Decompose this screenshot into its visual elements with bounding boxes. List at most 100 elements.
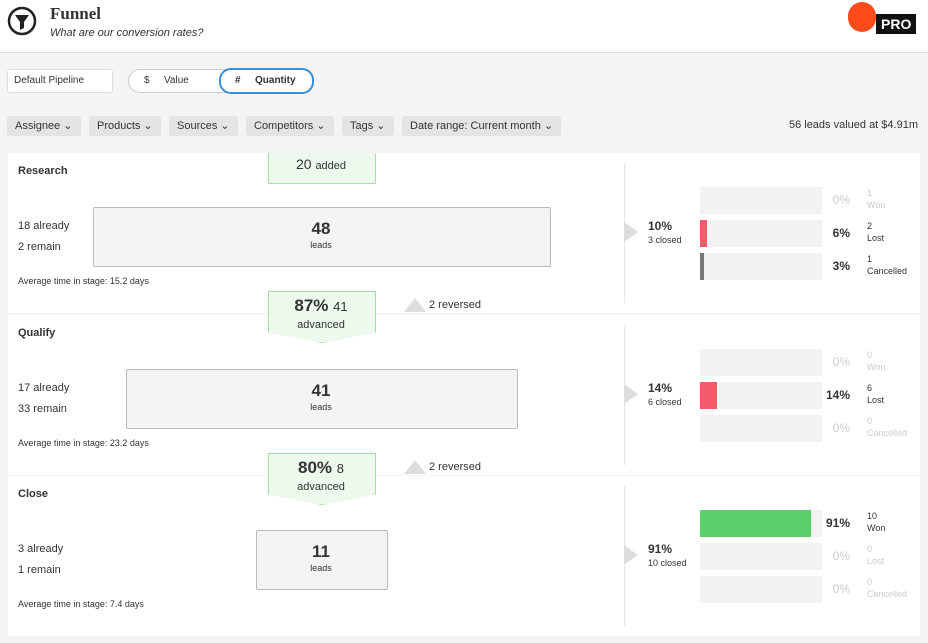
closed-pct: 14%	[648, 381, 673, 395]
logo	[848, 2, 876, 32]
outcome-track	[700, 543, 822, 570]
outcome-bar	[700, 253, 704, 280]
stage-name: Qualify	[18, 327, 56, 339]
toggle-label: Value	[164, 75, 189, 86]
outcome-track	[700, 415, 822, 442]
filter-button[interactable]: Sources ⌄	[169, 116, 238, 136]
filter-button[interactable]: Date range: Current month ⌄	[402, 116, 562, 136]
subtitle: What are our conversion rates?	[50, 27, 204, 39]
closed-arrow	[624, 384, 638, 404]
outcome-pct: 6%	[832, 226, 850, 240]
closed-arrow	[624, 545, 638, 565]
advance-pct: 80% 8	[298, 458, 344, 477]
pipeline-select[interactable]: Default Pipeline	[7, 69, 113, 93]
summary: 56 leads valued at $4.91m	[788, 119, 918, 131]
leads-count: 48	[311, 219, 331, 238]
outcome-count: 2	[867, 221, 873, 231]
outcome-pct: 0%	[832, 582, 850, 596]
outcome-pct: 91%	[825, 516, 850, 530]
leads-box	[126, 369, 518, 429]
already: 3 already	[18, 543, 64, 555]
closed-count: 3 closed	[648, 235, 682, 245]
stage-name: Close	[18, 488, 48, 500]
pro-badge: PRO	[876, 14, 917, 34]
reversed: 2 reversed	[429, 461, 481, 473]
outcome-bar	[700, 510, 812, 537]
closed-pct: 91%	[648, 542, 673, 556]
outcome-count: 1	[867, 254, 873, 264]
outcome-pct: 3%	[832, 259, 850, 273]
outcome-pct: 0%	[832, 355, 850, 369]
leads-label: leads	[310, 240, 332, 250]
outcome-count: 0	[867, 577, 873, 587]
selected-toggle[interactable]	[219, 68, 314, 94]
outcome-pct: 14%	[825, 388, 850, 402]
added-box	[268, 153, 376, 184]
outcome-track	[700, 576, 822, 603]
reversed: 2 reversed	[429, 299, 481, 311]
outcome-count: 1	[867, 188, 873, 198]
leads-count: 11	[312, 542, 330, 561]
outcome-label: Cancelled	[867, 589, 908, 599]
toggle-symbol: $	[144, 75, 150, 86]
advance-box	[268, 291, 376, 343]
leads-label: leads	[310, 563, 332, 573]
reversed-arrow	[404, 298, 426, 312]
filter-button[interactable]: Competitors ⌄	[246, 116, 334, 136]
header	[0, 0, 928, 53]
advance-count: 41	[333, 299, 348, 314]
advance-pct: 87% 41	[294, 296, 348, 315]
filter-button[interactable]: Products ⌄	[89, 116, 161, 136]
added-label: added	[315, 160, 347, 172]
toggle-symbol: #	[235, 75, 241, 86]
outcome-track	[700, 187, 822, 214]
advance-label: advanced	[297, 319, 345, 331]
outcome-label: Lost	[867, 556, 885, 566]
outcome-label: Won	[867, 523, 886, 533]
leads-box	[93, 207, 551, 267]
remain: 2 remain	[18, 241, 61, 253]
funnel-icon	[7, 6, 37, 36]
added-count: 20 added	[295, 156, 347, 172]
outcome-count: 6	[867, 383, 873, 393]
outcome-bar	[700, 220, 708, 247]
outcome-count: 0	[867, 416, 873, 426]
outcome-track	[700, 220, 822, 247]
outcome-count: 0	[867, 350, 873, 360]
outcome-label: Lost	[867, 395, 885, 405]
already: 18 already	[18, 220, 70, 232]
reversed-arrow	[404, 460, 426, 474]
title: Funnel	[50, 4, 102, 23]
outcome-track	[700, 382, 822, 409]
stage-name: Research	[18, 165, 68, 177]
leads-count: 41	[311, 381, 331, 400]
avg-time: Average time in stage: 7.4 days	[18, 599, 144, 609]
outcome-label: Lost	[867, 233, 885, 243]
outcome-pct: 0%	[832, 193, 850, 207]
outcome-label: Cancelled	[867, 428, 908, 438]
outcome-count: 10	[867, 511, 878, 521]
closed-arrow	[624, 222, 638, 242]
outcome-track	[700, 349, 822, 376]
filter-button[interactable]: Assignee ⌄	[7, 116, 81, 136]
outcome-label: Won	[867, 362, 886, 372]
advance-count: 8	[336, 461, 344, 476]
advance-box	[268, 453, 376, 505]
closed-count: 6 closed	[648, 397, 682, 407]
remain: 33 remain	[18, 403, 67, 415]
toggle-label: Quantity	[255, 75, 296, 86]
outcome-count: 0	[867, 544, 873, 554]
remain: 1 remain	[18, 564, 61, 576]
outcome-label: Cancelled	[867, 266, 908, 276]
advance-label: advanced	[297, 481, 345, 493]
already: 17 already	[18, 382, 70, 394]
outcome-pct: 0%	[832, 549, 850, 563]
leads-label: leads	[310, 402, 332, 412]
avg-time: Average time in stage: 15.2 days	[18, 276, 149, 286]
outcome-bar	[700, 382, 718, 409]
outcome-label: Won	[867, 200, 886, 210]
filter-button[interactable]: Tags ⌄	[342, 116, 394, 136]
leads-box	[256, 530, 388, 590]
outcome-track	[700, 253, 822, 280]
